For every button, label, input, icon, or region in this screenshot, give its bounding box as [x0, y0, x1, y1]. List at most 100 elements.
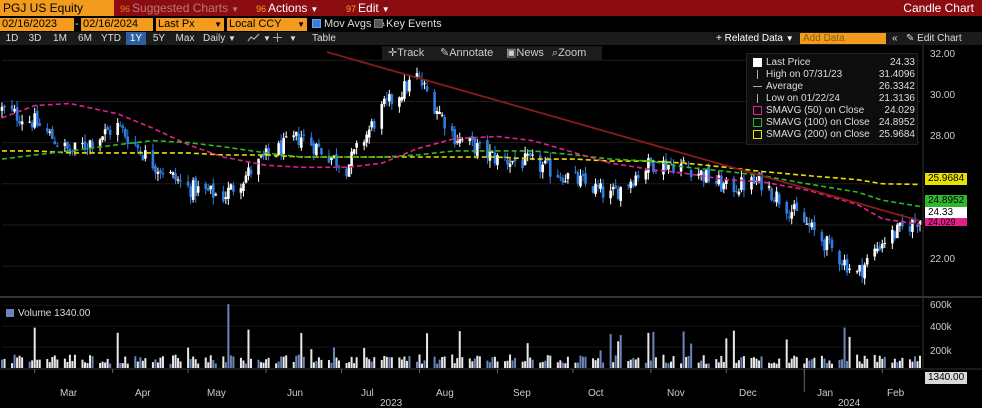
- key-events-toggle[interactable]: Key Events: [374, 18, 442, 31]
- volume-bar: [539, 362, 542, 368]
- volume-bar: [280, 356, 283, 368]
- frequency-select[interactable]: Daily ▼: [203, 32, 236, 45]
- chart-canvas[interactable]: [0, 45, 982, 395]
- candle-body: [196, 186, 200, 193]
- legend-last-price[interactable]: Last Price 24.33: [753, 57, 915, 68]
- chevron-down-icon[interactable]: ▼: [263, 34, 271, 43]
- volume-bar: [16, 357, 19, 368]
- legend-sma50[interactable]: SMAVG (50) on Close 24.029: [753, 105, 915, 116]
- period-1m[interactable]: 1M: [53, 33, 67, 44]
- volume-bar: [28, 361, 31, 368]
- volume-bar: [584, 356, 587, 368]
- volume-bar: [778, 358, 781, 368]
- volume-bar: [11, 363, 14, 368]
- volume-bar: [161, 356, 164, 368]
- track-button[interactable]: ✛ Track: [388, 47, 425, 59]
- actions-menu[interactable]: 96 Actions ▼: [252, 0, 340, 16]
- volume-bar: [91, 356, 94, 368]
- price-field-select[interactable]: Last Px ▼: [156, 18, 224, 31]
- table-button[interactable]: Table: [312, 33, 336, 44]
- trend-line: [326, 51, 921, 222]
- currency-select[interactable]: Local CCY ▼: [227, 18, 307, 31]
- legend-swatch: [753, 130, 762, 139]
- volume-bar: [423, 360, 426, 368]
- month-label: Nov: [667, 388, 685, 399]
- edit-menu[interactable]: 97 Edit ▼: [342, 0, 390, 16]
- volume-bar: [705, 363, 708, 368]
- mov-avgs-label: Mov Avgs: [324, 18, 372, 30]
- candle-body: [211, 183, 215, 198]
- zoom-button[interactable]: ⌕ Zoom: [552, 47, 587, 59]
- related-data-menu[interactable]: + Related Data ▼: [716, 32, 794, 45]
- period-3d[interactable]: 3D: [28, 33, 42, 44]
- candle-body: [810, 222, 814, 228]
- volume-tick-600k: 600k: [930, 300, 952, 311]
- collapse-icon[interactable]: «: [892, 33, 898, 44]
- candle-body: [418, 75, 421, 77]
- volume-bar: [327, 360, 330, 368]
- candle-body: [33, 113, 36, 128]
- suggested-charts-menu[interactable]: 96 Suggested Charts ▼: [116, 0, 247, 16]
- candle-body: [825, 236, 829, 250]
- legend-sma200[interactable]: SMAVG (200) on Close 25.9684: [753, 129, 915, 140]
- chevron-down-icon: ▼: [214, 20, 222, 29]
- y-tick-28: 28.00: [930, 131, 956, 142]
- y-tick-22: 22.00: [930, 254, 956, 265]
- volume-bar: [31, 360, 34, 368]
- candle-body: [735, 191, 738, 193]
- candle-body: [121, 125, 125, 129]
- end-date-field[interactable]: 02/16/2024: [81, 18, 153, 31]
- legend-name: High on 07/31/23: [766, 69, 843, 80]
- candle-body: [35, 110, 39, 126]
- date-separator: -: [75, 18, 79, 30]
- candle-body: [169, 171, 172, 174]
- start-date-field[interactable]: 02/16/2023: [0, 18, 74, 31]
- volume-bar: [33, 327, 36, 368]
- add-data-input[interactable]: Add Data: [800, 33, 886, 44]
- legend-sma100[interactable]: SMAVG (100) on Close 24.8952: [753, 117, 915, 128]
- candle-body: [637, 174, 640, 179]
- candle-body: [679, 163, 683, 172]
- candle-body: [116, 122, 119, 136]
- news-button[interactable]: ▣ News: [506, 47, 544, 59]
- volume-bar: [911, 361, 914, 368]
- volume-bar: [896, 362, 899, 368]
- volume-bar: [405, 360, 408, 368]
- candle-body: [531, 154, 534, 156]
- volume-bar: [438, 359, 441, 368]
- volume-bar: [594, 360, 597, 368]
- volume-bar: [649, 360, 652, 368]
- candle-body: [855, 271, 859, 273]
- period-1d[interactable]: 1D: [5, 33, 19, 44]
- ticker-field[interactable]: PGJ US Equity: [0, 0, 114, 16]
- month-label: Jun: [287, 388, 304, 399]
- volume-bar: [813, 357, 816, 368]
- period-max[interactable]: Max: [175, 33, 195, 44]
- volume-bar: [486, 360, 489, 368]
- volume-bar: [232, 356, 235, 368]
- high-marker-icon: [757, 70, 758, 79]
- more-options-icon[interactable]: ▼: [289, 34, 297, 43]
- volume-bar: [144, 358, 147, 368]
- period-ytd[interactable]: YTD: [101, 33, 121, 44]
- volume-bar: [355, 357, 358, 368]
- volume-bar: [725, 338, 728, 368]
- volume-bar: [408, 356, 411, 368]
- candle-body: [740, 177, 743, 190]
- candle-body: [453, 129, 457, 145]
- annotate-button[interactable]: ✎ Annotate: [440, 47, 494, 59]
- edit-chart-button[interactable]: ✎ Edit Chart: [906, 32, 962, 45]
- volume-legend[interactable]: Volume 1340.00: [6, 308, 90, 319]
- candle-body: [277, 143, 280, 156]
- candle-body: [488, 150, 492, 161]
- period-5y[interactable]: 5Y: [152, 33, 166, 44]
- volume-bar: [524, 361, 527, 368]
- volume-bar: [634, 359, 637, 368]
- crosshair-icon[interactable]: [272, 32, 283, 47]
- volume-bar: [848, 336, 851, 368]
- candle-body: [526, 154, 529, 156]
- candle-body: [56, 145, 59, 147]
- period-1y[interactable]: 1Y: [126, 32, 146, 45]
- period-6m[interactable]: 6M: [78, 33, 92, 44]
- line-chart-icon[interactable]: [247, 32, 260, 47]
